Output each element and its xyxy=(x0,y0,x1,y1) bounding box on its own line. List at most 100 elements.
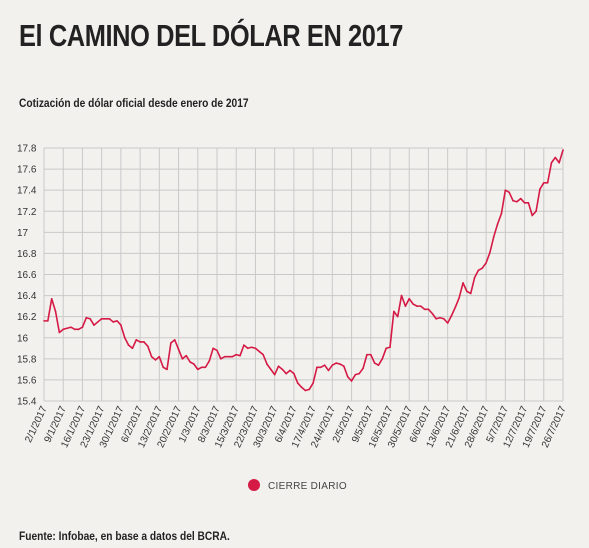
data-point xyxy=(116,320,118,322)
y-tick-label: 15.4 xyxy=(17,397,37,408)
data-point xyxy=(227,355,230,358)
data-point xyxy=(550,161,553,164)
chart-legend: CIERRE DIARIO xyxy=(248,479,347,492)
data-point xyxy=(419,305,422,307)
data-point xyxy=(377,364,380,366)
data-point xyxy=(58,331,61,334)
data-point xyxy=(50,297,53,300)
data-point xyxy=(143,341,145,343)
data-point xyxy=(304,389,307,392)
data-point xyxy=(147,345,149,347)
y-tick-label: 17 xyxy=(17,228,29,239)
data-point xyxy=(416,305,418,307)
data-point xyxy=(462,282,464,284)
y-tick-label: 16 xyxy=(17,333,29,344)
data-point xyxy=(454,306,457,308)
data-point xyxy=(446,322,449,324)
data-point xyxy=(527,202,530,204)
data-point xyxy=(54,310,57,313)
data-point xyxy=(385,347,387,350)
data-point xyxy=(496,223,499,225)
data-point xyxy=(177,348,180,351)
y-tick-label: 17.6 xyxy=(17,165,37,176)
data-point xyxy=(312,382,314,384)
data-point xyxy=(427,308,430,311)
data-point xyxy=(193,363,195,365)
data-point xyxy=(250,346,253,349)
y-tick-label: 15.8 xyxy=(17,354,37,365)
data-point xyxy=(393,310,395,313)
chart-subtitle: Cotización de dólar oficial desde enero … xyxy=(19,96,249,110)
data-point xyxy=(185,354,188,357)
y-tick-label: 16.6 xyxy=(17,270,37,281)
data-point xyxy=(339,363,341,365)
data-point xyxy=(170,342,172,344)
data-point xyxy=(266,363,268,365)
y-tick-label: 17.8 xyxy=(17,144,37,155)
data-point xyxy=(166,368,168,371)
data-point xyxy=(473,276,476,279)
y-axis: 15.4 15.6 15.8 16 16.2 16.4 16.6 16.8 17 17.2 17.4… xyxy=(17,144,37,408)
data-point xyxy=(481,267,484,269)
data-point xyxy=(316,366,318,369)
data-point xyxy=(108,317,111,320)
y-tick-label: 17.4 xyxy=(17,186,37,197)
data-point xyxy=(216,349,218,352)
data-point xyxy=(504,189,507,191)
data-point xyxy=(289,369,291,372)
data-point xyxy=(173,339,176,341)
data-point xyxy=(519,197,522,200)
data-point xyxy=(277,365,280,368)
data-point xyxy=(300,386,303,389)
data-point xyxy=(258,350,261,353)
data-point xyxy=(100,317,103,320)
data-point xyxy=(320,366,322,369)
data-point xyxy=(562,149,564,151)
data-point xyxy=(89,317,91,320)
data-point xyxy=(512,199,514,202)
data-point xyxy=(196,368,199,371)
data-point xyxy=(381,358,384,360)
data-point xyxy=(443,317,445,320)
data-point xyxy=(293,372,295,375)
data-point xyxy=(181,358,184,360)
data-point xyxy=(73,328,76,331)
data-point xyxy=(558,161,560,164)
data-point xyxy=(458,296,461,299)
data-point xyxy=(262,353,264,356)
x-axis: 2/1/20179/1/201716/1/201723/1/201730/1/2… xyxy=(23,404,569,449)
data-point xyxy=(331,364,334,366)
data-point xyxy=(535,210,537,213)
data-point xyxy=(308,388,311,391)
data-point xyxy=(85,316,88,319)
data-point xyxy=(270,368,272,371)
data-point xyxy=(212,347,214,350)
y-tick-label: 16.2 xyxy=(17,312,37,323)
data-point xyxy=(243,344,245,346)
data-point xyxy=(335,362,337,364)
data-point xyxy=(66,327,68,330)
y-tick-label: 16.8 xyxy=(17,249,37,260)
data-point xyxy=(343,365,345,368)
data-point xyxy=(358,372,361,375)
data-point xyxy=(127,344,130,346)
data-point xyxy=(323,364,326,366)
data-point xyxy=(158,355,161,358)
data-point xyxy=(466,290,468,293)
data-point xyxy=(139,341,141,343)
data-point xyxy=(200,366,203,369)
data-point xyxy=(366,353,368,356)
source-note: Fuente: Infobae, en base a datos del BCR… xyxy=(19,529,230,543)
data-point xyxy=(554,156,557,159)
data-point xyxy=(431,312,434,315)
data-point xyxy=(350,380,353,382)
data-point xyxy=(285,372,288,375)
data-point xyxy=(189,361,191,363)
data-point xyxy=(493,235,495,238)
data-point xyxy=(162,366,164,369)
data-point xyxy=(135,339,138,341)
data-point xyxy=(112,321,114,323)
data-point xyxy=(396,315,399,318)
data-point xyxy=(239,354,241,357)
